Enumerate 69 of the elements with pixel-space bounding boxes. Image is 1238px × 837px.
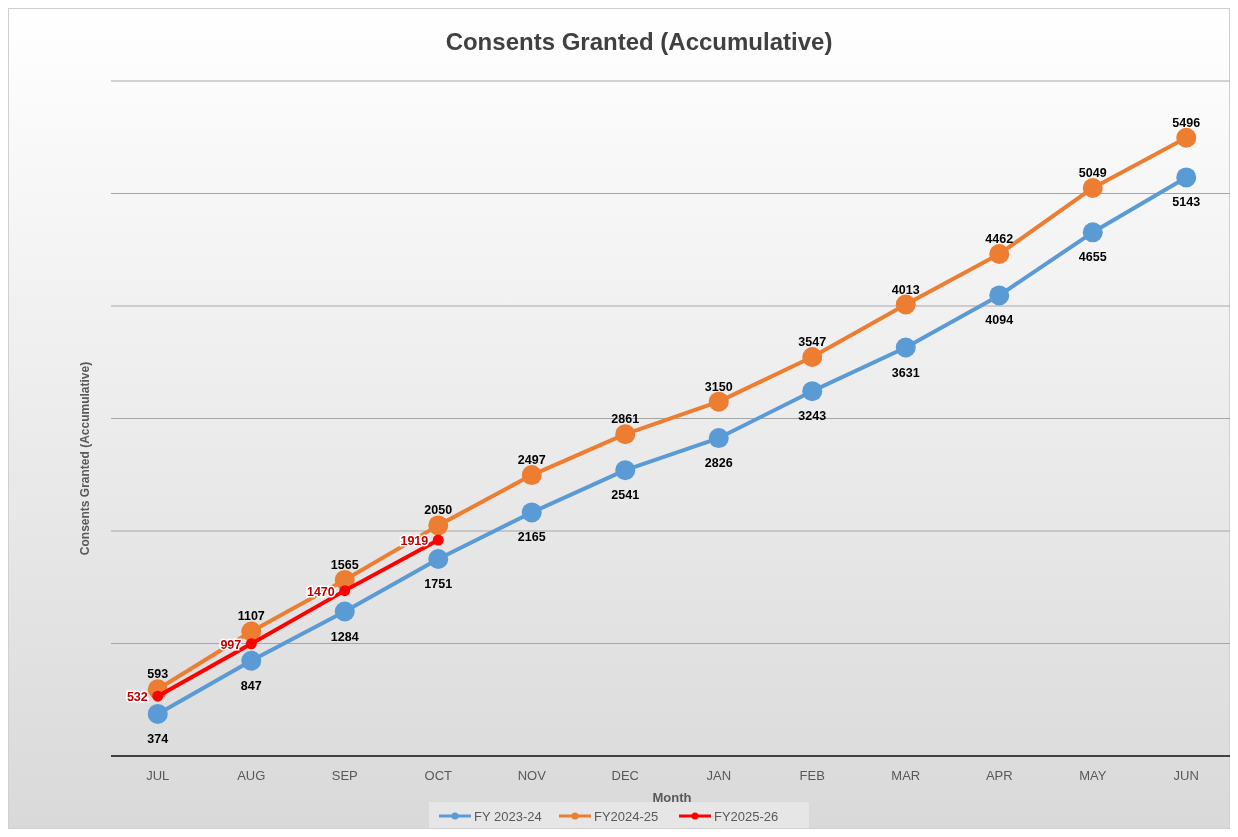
- point: [245, 638, 257, 650]
- data-label: 3150: [704, 379, 733, 394]
- point: [895, 294, 916, 315]
- data-label: 1107: [237, 609, 265, 624]
- data-label: 5049: [1078, 165, 1107, 180]
- data-label: 4013: [891, 282, 920, 297]
- point: [428, 515, 449, 536]
- data-label: 532: [126, 690, 148, 705]
- data-label: 2497: [517, 453, 546, 468]
- point: [895, 337, 916, 358]
- point: [1082, 177, 1103, 198]
- x-tick-label: DEC: [611, 768, 639, 783]
- point: [989, 285, 1010, 306]
- data-label: 2861: [611, 412, 640, 427]
- point: [432, 534, 444, 546]
- point: [241, 650, 262, 671]
- point: [802, 381, 823, 402]
- point: [152, 690, 164, 702]
- point: [989, 244, 1010, 265]
- point: [708, 391, 729, 412]
- data-label: 1284: [330, 629, 359, 644]
- x-tick-label: MAY: [1079, 768, 1107, 783]
- point: [147, 703, 168, 724]
- point: [428, 549, 449, 570]
- point: [615, 424, 636, 445]
- data-label: 4094: [985, 313, 1014, 328]
- data-label: 4655: [1078, 250, 1107, 265]
- x-tick-label: JUN: [1173, 768, 1199, 783]
- x-tick-label: AUG: [237, 768, 266, 783]
- data-label: 2050: [424, 503, 453, 518]
- x-tick-label: SEP: [331, 768, 358, 783]
- data-label: 2826: [704, 456, 733, 471]
- legend-label: FY 2023-24: [474, 809, 542, 824]
- point: [1176, 127, 1197, 148]
- point: [334, 601, 355, 622]
- data-label: 593: [147, 667, 169, 682]
- x-tick-label: NOV: [517, 768, 547, 783]
- data-label: 3547: [798, 334, 827, 349]
- data-label: 4462: [985, 232, 1014, 247]
- data-label: 374: [147, 731, 169, 746]
- point: [521, 465, 542, 486]
- point: [241, 621, 262, 642]
- point: [615, 460, 636, 481]
- legend-label: FY2024-25: [594, 809, 659, 824]
- data-label: 2541: [611, 488, 640, 503]
- data-label: 1751: [424, 577, 453, 592]
- point: [708, 428, 729, 449]
- x-axis-title: Month: [652, 790, 692, 805]
- data-label: 5143: [1172, 195, 1201, 210]
- point: [339, 585, 351, 597]
- point: [802, 346, 823, 367]
- x-tick-label: FEB: [799, 768, 825, 783]
- point: [1176, 167, 1197, 188]
- data-label: 3243: [798, 409, 827, 424]
- chart-title: Consents Granted (Accumulative): [445, 28, 833, 55]
- x-tick-label: JAN: [706, 768, 732, 783]
- x-tick-label: JUL: [146, 768, 170, 783]
- data-label: 2165: [517, 530, 546, 545]
- x-tick-label: APR: [985, 768, 1013, 783]
- data-label: 3631: [891, 365, 920, 380]
- point: [1082, 222, 1103, 243]
- data-label: 1565: [330, 557, 359, 572]
- x-tick-label: MAR: [891, 768, 921, 783]
- x-tick-label: OCT: [424, 768, 453, 783]
- point: [521, 502, 542, 523]
- y-axis-title: Consents Granted (Accumulative): [78, 361, 92, 556]
- data-label: 5496: [1172, 115, 1201, 130]
- data-label: 847: [240, 678, 262, 693]
- legend-label: FY2025-26: [714, 809, 779, 824]
